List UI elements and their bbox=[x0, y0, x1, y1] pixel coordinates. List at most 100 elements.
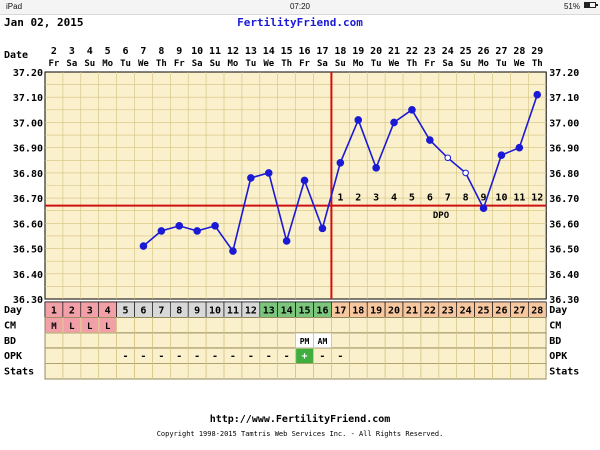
date-label: 7 bbox=[140, 46, 146, 57]
cm-cell bbox=[81, 317, 99, 333]
weekday-label: Tu bbox=[496, 59, 507, 69]
date-label: 4 bbox=[87, 46, 93, 57]
dpo-number: 10 bbox=[495, 193, 507, 204]
y-axis-left: 37.20 37.10 37.00 36.90 36.80 36.70 36.60 36.50… bbox=[13, 68, 43, 306]
opk-positive-cell bbox=[296, 348, 313, 364]
dpo-number: 6 bbox=[427, 193, 433, 204]
y-tick-label: 37.10 bbox=[549, 93, 579, 104]
y-tick-label: 36.30 bbox=[549, 295, 579, 306]
bd-value: AM bbox=[318, 337, 328, 346]
date-label: 13 bbox=[245, 46, 257, 57]
date-label: 20 bbox=[370, 46, 382, 57]
y-tick-label: 36.40 bbox=[13, 270, 43, 281]
cycle-day-number: 8 bbox=[176, 306, 182, 317]
cm-value: L bbox=[87, 322, 93, 332]
date-label: 12 bbox=[227, 46, 239, 57]
weekday-label: Su bbox=[84, 59, 95, 69]
cm-cell bbox=[45, 317, 63, 333]
y-tick-label: 36.50 bbox=[13, 245, 43, 256]
temperature-point bbox=[462, 169, 469, 177]
dpo-number: 3 bbox=[373, 193, 379, 204]
cycle-day-number: 1 bbox=[51, 306, 57, 317]
temperature-point bbox=[318, 224, 327, 233]
opk-value: - bbox=[284, 351, 290, 362]
opk-value: - bbox=[140, 351, 146, 362]
weekday-label: Fr bbox=[174, 59, 185, 69]
temperature-point bbox=[408, 106, 416, 114]
temperature-point bbox=[336, 159, 345, 167]
cycle-day-number: 5 bbox=[123, 306, 129, 317]
cycle-day-number: 15 bbox=[299, 306, 311, 317]
dpo-number: 7 bbox=[445, 193, 451, 204]
y-axis-right: 37.20 37.10 37.00 36.90 36.80 36.70 36.60 36.50… bbox=[549, 68, 579, 306]
dpo-number: 11 bbox=[513, 193, 525, 204]
date-label: 6 bbox=[123, 46, 129, 57]
row-label-cm: CM bbox=[4, 320, 16, 331]
weekday-label: Su bbox=[460, 59, 471, 69]
date-label: 10 bbox=[191, 46, 203, 57]
weekday-label: We bbox=[389, 59, 400, 69]
weekday-label: Th bbox=[407, 59, 418, 69]
clock: 07:20 bbox=[289, 2, 311, 11]
y-tick-label: 36.70 bbox=[13, 194, 43, 205]
footer-url: http://www.FertilityFriend.com bbox=[210, 413, 391, 425]
opk-value: - bbox=[212, 351, 218, 362]
date-label: 16 bbox=[299, 46, 311, 57]
date-label: 18 bbox=[334, 46, 346, 57]
row-label-date: Date bbox=[4, 50, 28, 61]
dpo-number: 2 bbox=[355, 193, 361, 204]
status-bar: iPad 07:20 51% bbox=[0, 0, 600, 15]
cycle-day-number: 18 bbox=[352, 306, 364, 317]
temperature-point bbox=[479, 204, 488, 212]
opk-value: - bbox=[194, 351, 200, 362]
row-label-right-opk: OPK bbox=[549, 351, 567, 362]
opk-value: - bbox=[337, 351, 343, 362]
bd-cell bbox=[314, 333, 331, 348]
dpo-label: DPO bbox=[433, 211, 450, 221]
plot-area bbox=[44, 71, 547, 300]
cycle-day-number: 22 bbox=[424, 306, 436, 317]
date-label: 3 bbox=[69, 46, 75, 57]
coverline-group bbox=[45, 72, 547, 299]
cycle-day-number: 10 bbox=[209, 306, 221, 317]
temperature-point bbox=[175, 222, 184, 230]
dpo-number: 9 bbox=[481, 193, 487, 204]
date-label: 2 bbox=[51, 46, 57, 57]
row-label-stats: Stats bbox=[4, 367, 34, 378]
weekday-label: Sa bbox=[317, 59, 328, 69]
row-label-opk: OPK bbox=[4, 351, 22, 362]
y-tick-label: 37.20 bbox=[549, 68, 579, 79]
battery-percent: 51% bbox=[563, 2, 580, 11]
dpo-number: 8 bbox=[463, 193, 469, 204]
temperature-point bbox=[390, 118, 398, 127]
temperature-point bbox=[139, 242, 148, 250]
cycle-day-number: 4 bbox=[105, 306, 111, 317]
date-label: 21 bbox=[388, 46, 400, 57]
dpo-number: 5 bbox=[409, 193, 415, 204]
date-label: 8 bbox=[158, 46, 164, 57]
cycle-day-number: 25 bbox=[478, 306, 490, 317]
opk-value: - bbox=[248, 351, 254, 362]
opk-value: - bbox=[230, 351, 236, 362]
date-label: 28 bbox=[513, 46, 525, 57]
cycle-day-number: 3 bbox=[87, 306, 93, 317]
y-tick-label: 36.40 bbox=[549, 270, 579, 281]
cycle-day-number: 24 bbox=[460, 306, 472, 317]
temperature-point bbox=[211, 222, 219, 230]
weekday-label: Sa bbox=[192, 59, 203, 69]
weekday-label: Mo bbox=[353, 59, 364, 69]
footer-copyright: Copyright 1998-2015 Tamtris Web Services… bbox=[157, 430, 444, 438]
y-tick-label: 37.00 bbox=[549, 118, 579, 129]
date-label: 23 bbox=[424, 46, 436, 57]
chart-date: Jan 02, 2015 bbox=[4, 16, 83, 29]
y-tick-label: 37.00 bbox=[13, 118, 43, 129]
dpo-number: 4 bbox=[391, 193, 397, 204]
opk-value: - bbox=[158, 351, 164, 362]
cycle-day-number: 20 bbox=[388, 306, 400, 317]
date-label: 24 bbox=[442, 46, 454, 57]
weekday-label: Th bbox=[156, 59, 167, 69]
temperature-point bbox=[229, 247, 237, 255]
cycle-day-number: 14 bbox=[281, 306, 293, 317]
temperature-point bbox=[444, 154, 452, 162]
